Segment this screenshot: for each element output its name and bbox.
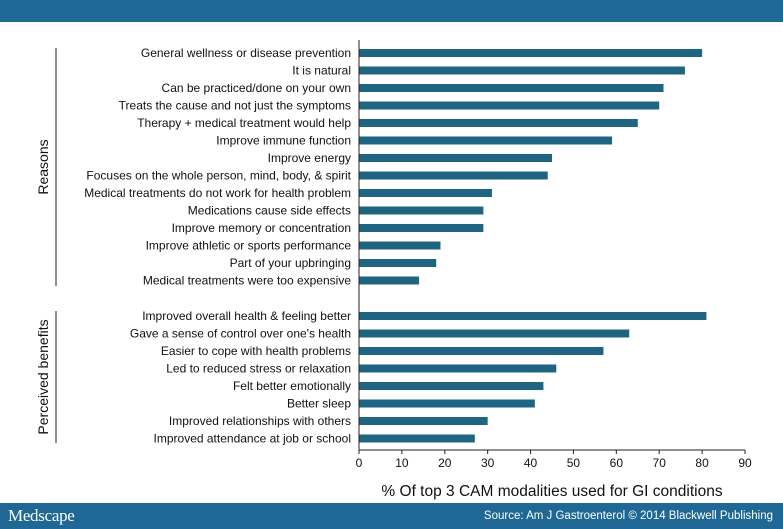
bar [359, 241, 441, 250]
category-label: Felt better emotionally [233, 379, 351, 393]
bar [359, 136, 613, 145]
x-tick-label: 70 [653, 456, 667, 470]
x-tick-label: 60 [610, 456, 624, 470]
group-label: Reasons [35, 139, 51, 194]
bar [359, 66, 685, 75]
bar [359, 312, 707, 320]
bar [359, 101, 660, 110]
x-tick-label: 30 [481, 456, 495, 470]
bar [359, 417, 488, 425]
source-credit: Source: Am J Gastroenterol © 2014 Blackw… [483, 510, 773, 522]
x-tick-label: 10 [395, 456, 409, 470]
bar [359, 364, 557, 373]
bar [359, 329, 630, 338]
category-label: Improve athletic or sports performance [146, 239, 352, 253]
category-label: Improved relationships with others [169, 414, 351, 428]
bar [359, 276, 420, 285]
bar [359, 434, 475, 443]
category-label: Led to reduced stress or relaxation [166, 362, 351, 376]
bar [359, 171, 548, 180]
category-label: Better sleep [287, 397, 351, 411]
category-label: It is natural [292, 64, 351, 78]
category-label: Therapy + medical treatment would help [137, 116, 351, 130]
bar [359, 347, 604, 355]
group-label: Perceived benefits [35, 319, 51, 434]
bar [359, 84, 664, 92]
category-label: Improve immune function [216, 134, 351, 148]
bar [359, 154, 552, 162]
category-label: Medical treatments were too expensive [143, 274, 351, 288]
category-label: Can be practiced/done on your own [162, 81, 351, 95]
category-label: Part of your upbringing [230, 256, 351, 270]
category-label: Medical treatments do not work for healt… [84, 186, 351, 200]
x-tick-label: 0 [356, 456, 363, 470]
category-label: Focuses on the whole person, mind, body,… [86, 169, 351, 183]
x-tick-label: 20 [438, 456, 452, 470]
x-axis-title: % Of top 3 CAM modalities used for GI co… [381, 483, 722, 500]
bar [359, 206, 484, 215]
category-label: Improve memory or concentration [172, 221, 351, 235]
category-label: Treats the cause and not just the sympto… [119, 99, 351, 113]
x-tick-label: 40 [524, 456, 538, 470]
bar [359, 259, 437, 267]
x-tick-label: 80 [695, 456, 709, 470]
category-label: General wellness or disease prevention [141, 46, 351, 60]
category-label: Improved attendance at job or school [154, 432, 351, 446]
medscape-logo: Medscape [8, 506, 75, 525]
bar [359, 119, 638, 127]
bar [359, 49, 703, 57]
bar [359, 189, 492, 197]
category-label: Easier to cope with health problems [161, 344, 351, 358]
top-banner [0, 0, 783, 22]
footer-bar: Medscape Source: Am J Gastroenterol © 20… [0, 503, 783, 529]
x-tick-label: 50 [567, 456, 581, 470]
bar [359, 382, 544, 390]
category-label: Improved overall health & feeling better [142, 309, 351, 323]
category-label: Medications cause side effects [188, 204, 351, 218]
x-tick-label: 90 [738, 456, 752, 470]
bar [359, 399, 535, 408]
category-label: Gave a sense of control over one's healt… [130, 327, 351, 341]
bar [359, 224, 484, 232]
category-label: Improve energy [268, 151, 351, 165]
